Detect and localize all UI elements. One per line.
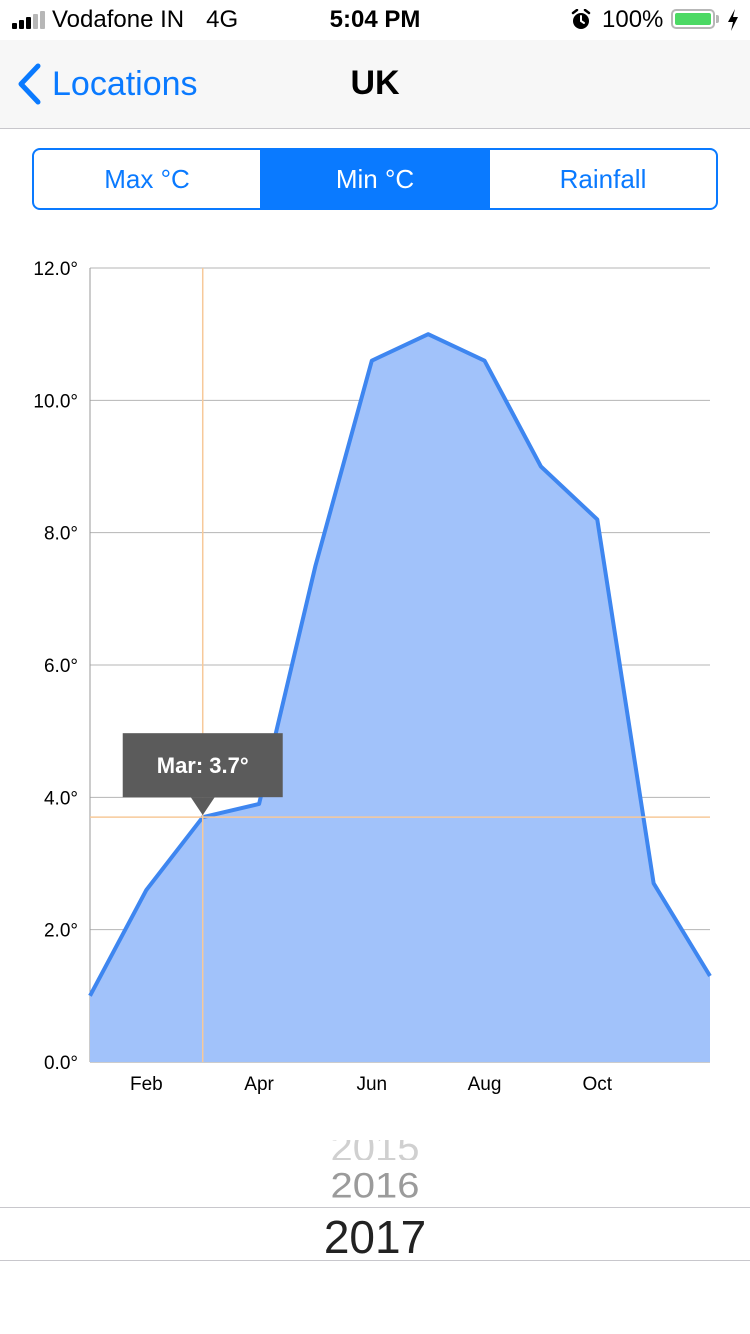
charging-bolt-icon <box>728 9 738 31</box>
data-point-oct <box>595 517 599 521</box>
data-point-aug <box>483 359 487 363</box>
tooltip-pointer <box>190 797 215 816</box>
data-point-feb <box>144 888 148 892</box>
picker-selected-year[interactable]: 2017 <box>323 1211 427 1263</box>
data-point-sep <box>539 465 543 469</box>
status-time: 5:04 PM <box>329 6 421 33</box>
data-point-may <box>313 564 317 568</box>
data-point-jul <box>426 332 430 336</box>
back-button[interactable]: Locations <box>16 60 198 108</box>
nav-title: UK <box>350 64 400 102</box>
y-tick-label: 10.0° <box>33 391 78 412</box>
data-point-nov <box>652 881 656 885</box>
x-tick-label: Aug <box>468 1074 502 1095</box>
tooltip-box <box>122 733 283 798</box>
data-point-jan <box>88 994 92 998</box>
data-point-jun <box>370 359 374 363</box>
battery-cap <box>716 15 719 23</box>
y-tick-label: 4.0° <box>44 788 78 809</box>
signal-icon <box>12 11 46 29</box>
battery-icon <box>671 9 715 29</box>
alarm-icon <box>571 9 591 29</box>
segment-rainfall[interactable]: Rainfall <box>488 150 716 208</box>
data-point-apr <box>257 802 261 806</box>
y-tick-label: 8.0° <box>44 524 78 545</box>
y-tick-label: 0.0° <box>44 1053 78 1074</box>
x-tick-label: Feb <box>130 1074 163 1095</box>
series-line <box>88 332 712 997</box>
picker-faint-year: 2015 <box>0 1140 750 1160</box>
chart-canvas: 0.0° 2.0° 4.0° 6.0° 8.0° 10.0° 12.0° Feb Apr Jun A… <box>33 259 712 1095</box>
y-tick-label: 6.0° <box>44 656 78 677</box>
x-tick-label: Apr <box>244 1074 274 1095</box>
tooltip-label: Mar: 3.7° <box>157 753 249 778</box>
year-picker[interactable]: 2015 2016 2017 <box>0 1140 750 1290</box>
min-temperature-chart[interactable]: 0.0° 2.0° 4.0° 6.0° 8.0° 10.0° 12.0° Feb Apr Jun A… <box>0 240 750 1120</box>
segment-max-temp[interactable]: Max °C <box>104 163 190 194</box>
carrier-label: Vodafone IN 4G <box>52 6 239 33</box>
segment-min-temp[interactable]: Min °C <box>260 150 488 208</box>
picker-divider-top <box>0 1207 750 1208</box>
status-bar: Vodafone IN 4G 5:04 PM 100% <box>0 0 750 40</box>
data-point-dec <box>708 974 712 978</box>
area-fill <box>90 334 710 1063</box>
picker-previous-year[interactable]: 2016 <box>330 1166 420 1206</box>
y-tick-label: 12.0° <box>33 259 78 280</box>
chevron-left-icon <box>18 63 41 105</box>
navigation-bar: Locations UK <box>0 40 750 129</box>
x-tick-label: Oct <box>582 1074 612 1095</box>
y-tick-label: 2.0° <box>44 921 78 942</box>
x-tick-label: Jun <box>356 1074 387 1095</box>
back-button-label: Locations <box>52 64 198 103</box>
network-label: 4G <box>206 6 239 33</box>
metric-segmented-control: Max °C Min °C Rainfall <box>32 148 718 210</box>
battery-percent: 100% <box>602 6 664 33</box>
picker-divider-bottom <box>0 1260 750 1261</box>
